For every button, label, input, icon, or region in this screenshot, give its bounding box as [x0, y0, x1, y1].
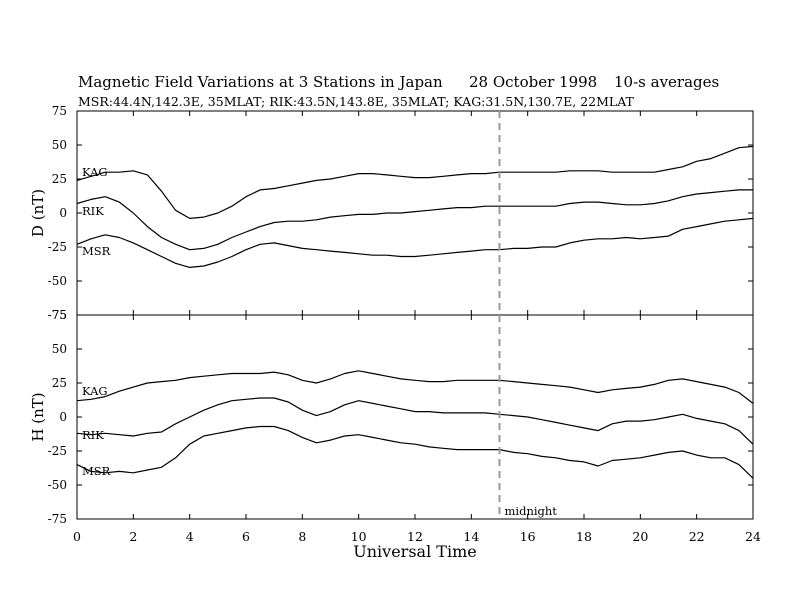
h-ytick-label: 75 — [52, 308, 67, 322]
series-label-h-kag: KAG — [82, 384, 108, 398]
panel-h: -75 -50 -25 0 25 50 75 H (nT) KAG RIK MSR — [29, 308, 754, 526]
series-line-d-rik — [76, 189, 753, 251]
d-ytick-label: -25 — [48, 240, 67, 254]
x-axis-label: Universal Time — [353, 542, 476, 561]
h-ytick-label: 0 — [59, 410, 67, 424]
xtick-label: 4 — [186, 529, 194, 544]
chart-title: Magnetic Field Variations at 3 Stations … — [78, 73, 443, 91]
series-line-h-rik — [76, 397, 754, 445]
station-coordinates: MSR:44.4N,142.3E, 35MLAT; RIK:43.5N,143.… — [78, 94, 634, 109]
xtick-label: 12 — [407, 529, 423, 544]
d-ytick-label: 75 — [52, 104, 67, 118]
xtick-label: 2 — [129, 529, 137, 544]
h-ytick-label: -75 — [48, 512, 67, 526]
chart-header: Magnetic Field Variations at 3 Stations … — [0, 0, 792, 112]
series-label-h-rik: RIK — [82, 428, 104, 442]
xtick-label: 18 — [576, 529, 592, 544]
d-panel-frame — [76, 110, 754, 316]
midnight-marker: midnight — [498, 111, 558, 519]
series-line-h-kag — [76, 370, 754, 404]
h-ytick-label: -25 — [48, 444, 67, 458]
xtick-label: 16 — [520, 529, 536, 544]
series-label-h-msr: MSR — [82, 464, 111, 478]
d-ytick-label: -75 — [48, 308, 67, 322]
d-ytick-label: 0 — [59, 206, 67, 220]
series-line-h-msr — [76, 425, 754, 479]
h-ytick-label: 50 — [52, 342, 67, 356]
panel-d: -75 -50 -25 0 25 50 75 D (nT) KAG RIK MSR — [29, 104, 754, 322]
xtick-label: 22 — [689, 529, 705, 544]
h-ytick-label: 25 — [52, 376, 67, 390]
series-label-d-msr: MSR — [82, 244, 111, 258]
chart-date: 28 October 1998 — [469, 73, 598, 91]
h-ytick-label: -50 — [48, 478, 67, 492]
d-ytick-label: -50 — [48, 274, 67, 288]
h-panel-frame — [76, 314, 754, 520]
d-ytick-label: 25 — [52, 172, 67, 186]
xtick-label: 20 — [632, 529, 648, 544]
series-label-d-rik: RIK — [82, 204, 104, 218]
averaging-label: 10-s averages — [614, 73, 720, 91]
d-ylabel: D (nT) — [29, 189, 47, 237]
series-line-d-msr — [76, 217, 754, 268]
h-ylabel: H (nT) — [29, 392, 47, 441]
d-ytick-label: 50 — [52, 138, 67, 152]
xtick-label: 14 — [463, 529, 479, 544]
midnight-label: midnight — [505, 504, 558, 518]
xtick-label: 10 — [351, 529, 367, 544]
series-line-d-kag — [76, 145, 754, 219]
xtick-label: 0 — [73, 529, 81, 544]
series-label-d-kag: KAG — [82, 165, 108, 179]
xtick-label: 8 — [298, 529, 306, 544]
xtick-label: 6 — [242, 529, 250, 544]
xtick-label: 24 — [745, 529, 761, 544]
